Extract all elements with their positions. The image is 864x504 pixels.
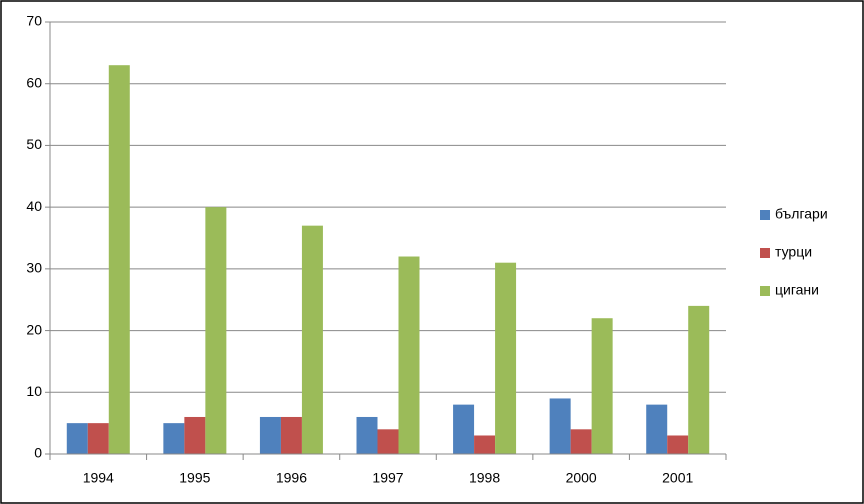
- bar: [495, 262, 517, 454]
- bar: [259, 416, 281, 454]
- bar: [474, 435, 496, 454]
- legend-swatch: [760, 248, 770, 258]
- legend-label: цигани: [775, 282, 819, 298]
- legend-swatch: [760, 286, 770, 296]
- bar: [688, 305, 710, 454]
- bar: [377, 429, 399, 454]
- x-tick-label: 2000: [566, 470, 597, 486]
- bar: [205, 207, 227, 454]
- bar: [356, 416, 378, 454]
- bar: [163, 423, 185, 454]
- bar: [301, 225, 323, 454]
- bar: [453, 404, 475, 454]
- y-tick-label: 20: [26, 321, 42, 337]
- bar: [667, 435, 689, 454]
- legend-label: българи: [775, 206, 828, 222]
- y-tick-label: 60: [26, 74, 42, 90]
- x-tick-label: 1995: [179, 470, 210, 486]
- bar: [66, 423, 88, 454]
- x-tick-label: 2001: [662, 470, 693, 486]
- bar: [184, 416, 206, 454]
- legend-swatch: [760, 210, 770, 220]
- x-tick-label: 1994: [83, 470, 114, 486]
- bar: [280, 416, 302, 454]
- y-tick-label: 0: [34, 445, 42, 461]
- bar: [108, 65, 130, 454]
- bar: [591, 318, 613, 454]
- y-tick-label: 50: [26, 136, 42, 152]
- legend-label: турци: [775, 244, 812, 260]
- bar: [398, 256, 420, 454]
- y-tick-label: 40: [26, 198, 42, 214]
- y-tick-label: 10: [26, 383, 42, 399]
- bar: [646, 404, 668, 454]
- y-tick-label: 70: [26, 13, 42, 29]
- bar: [570, 429, 592, 454]
- x-tick-label: 1996: [276, 470, 307, 486]
- y-tick-label: 30: [26, 260, 42, 276]
- x-tick-label: 1998: [469, 470, 500, 486]
- bar: [549, 398, 571, 454]
- x-tick-label: 1997: [372, 470, 403, 486]
- bar: [87, 423, 109, 454]
